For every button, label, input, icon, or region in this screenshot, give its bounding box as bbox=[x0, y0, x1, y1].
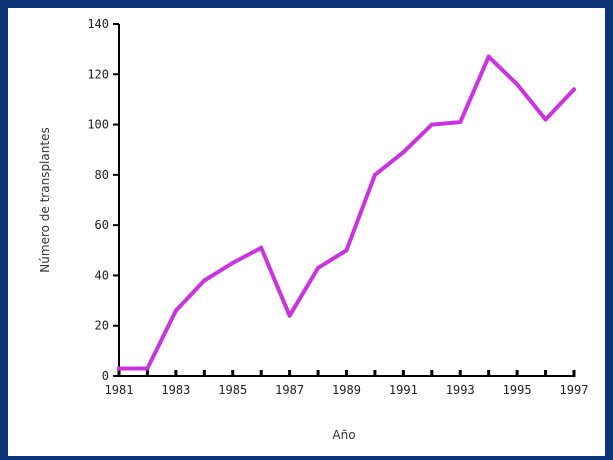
y-tick-label: 100 bbox=[87, 118, 109, 132]
data-point bbox=[316, 265, 321, 270]
data-points bbox=[117, 54, 576, 371]
data-point bbox=[259, 245, 264, 250]
data-point bbox=[173, 308, 178, 313]
data-point bbox=[401, 150, 406, 155]
data-point bbox=[230, 260, 235, 265]
data-point bbox=[202, 278, 207, 283]
chart-frame: 0 20 40 60 80 100 120 140 1981 1983 1985 1987 1989 1… bbox=[8, 8, 605, 456]
data-point bbox=[287, 313, 292, 318]
x-tick-label: 1983 bbox=[161, 383, 190, 397]
x-tick-label: 1991 bbox=[389, 383, 418, 397]
y-tick-label: 140 bbox=[87, 17, 109, 31]
data-point bbox=[486, 54, 491, 59]
data-point bbox=[145, 366, 150, 371]
y-tick-label: 20 bbox=[95, 319, 109, 333]
y-tick-label: 120 bbox=[87, 67, 109, 81]
data-point bbox=[543, 117, 548, 122]
y-axis-title: Número de transplantes bbox=[38, 127, 52, 272]
series-line bbox=[117, 54, 576, 371]
y-ticks: 0 20 40 60 80 100 120 140 bbox=[87, 17, 119, 383]
y-tick-label: 80 bbox=[95, 168, 109, 182]
y-tick-label: 40 bbox=[95, 268, 109, 282]
x-tick-label: 1997 bbox=[560, 383, 589, 397]
y-tick-label: 60 bbox=[95, 218, 109, 232]
x-tick-label: 1993 bbox=[446, 383, 475, 397]
data-point bbox=[515, 82, 520, 87]
data-point bbox=[572, 87, 576, 92]
x-tick-label: 1987 bbox=[275, 383, 304, 397]
x-ticks: 1981 1983 1985 1987 1989 1991 1993 1995 1997 bbox=[105, 370, 589, 397]
data-point bbox=[117, 366, 121, 371]
data-point bbox=[372, 172, 377, 177]
x-tick-label: 1995 bbox=[503, 383, 532, 397]
data-point bbox=[429, 122, 434, 127]
x-tick-label: 1989 bbox=[332, 383, 361, 397]
x-axis-title: Año bbox=[332, 428, 355, 442]
data-point bbox=[458, 120, 463, 125]
data-point bbox=[344, 248, 349, 253]
x-tick-label: 1981 bbox=[105, 383, 134, 397]
x-tick-label: 1985 bbox=[218, 383, 247, 397]
y-tick-label: 0 bbox=[102, 369, 109, 383]
